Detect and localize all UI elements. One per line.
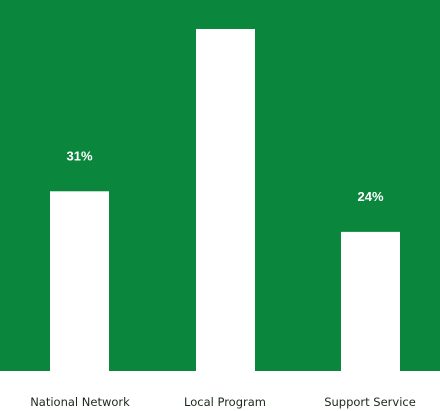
bar-national-network	[50, 191, 109, 371]
x-tick-label: Local Program	[184, 395, 266, 409]
data-label: 31%	[66, 148, 92, 163]
category-labels: National Network Local Program Support Ser…	[30, 395, 416, 409]
data-label: 59%	[212, 0, 238, 1]
x-tick-label: Support Service	[324, 395, 416, 409]
chart-marks: 31% 59% 24%	[50, 0, 400, 371]
x-axis	[8, 378, 440, 384]
bar-support-service	[341, 231, 400, 371]
bar-local-program	[196, 28, 255, 371]
data-label: 24%	[357, 189, 383, 204]
x-tick-label: National Network	[30, 395, 130, 409]
